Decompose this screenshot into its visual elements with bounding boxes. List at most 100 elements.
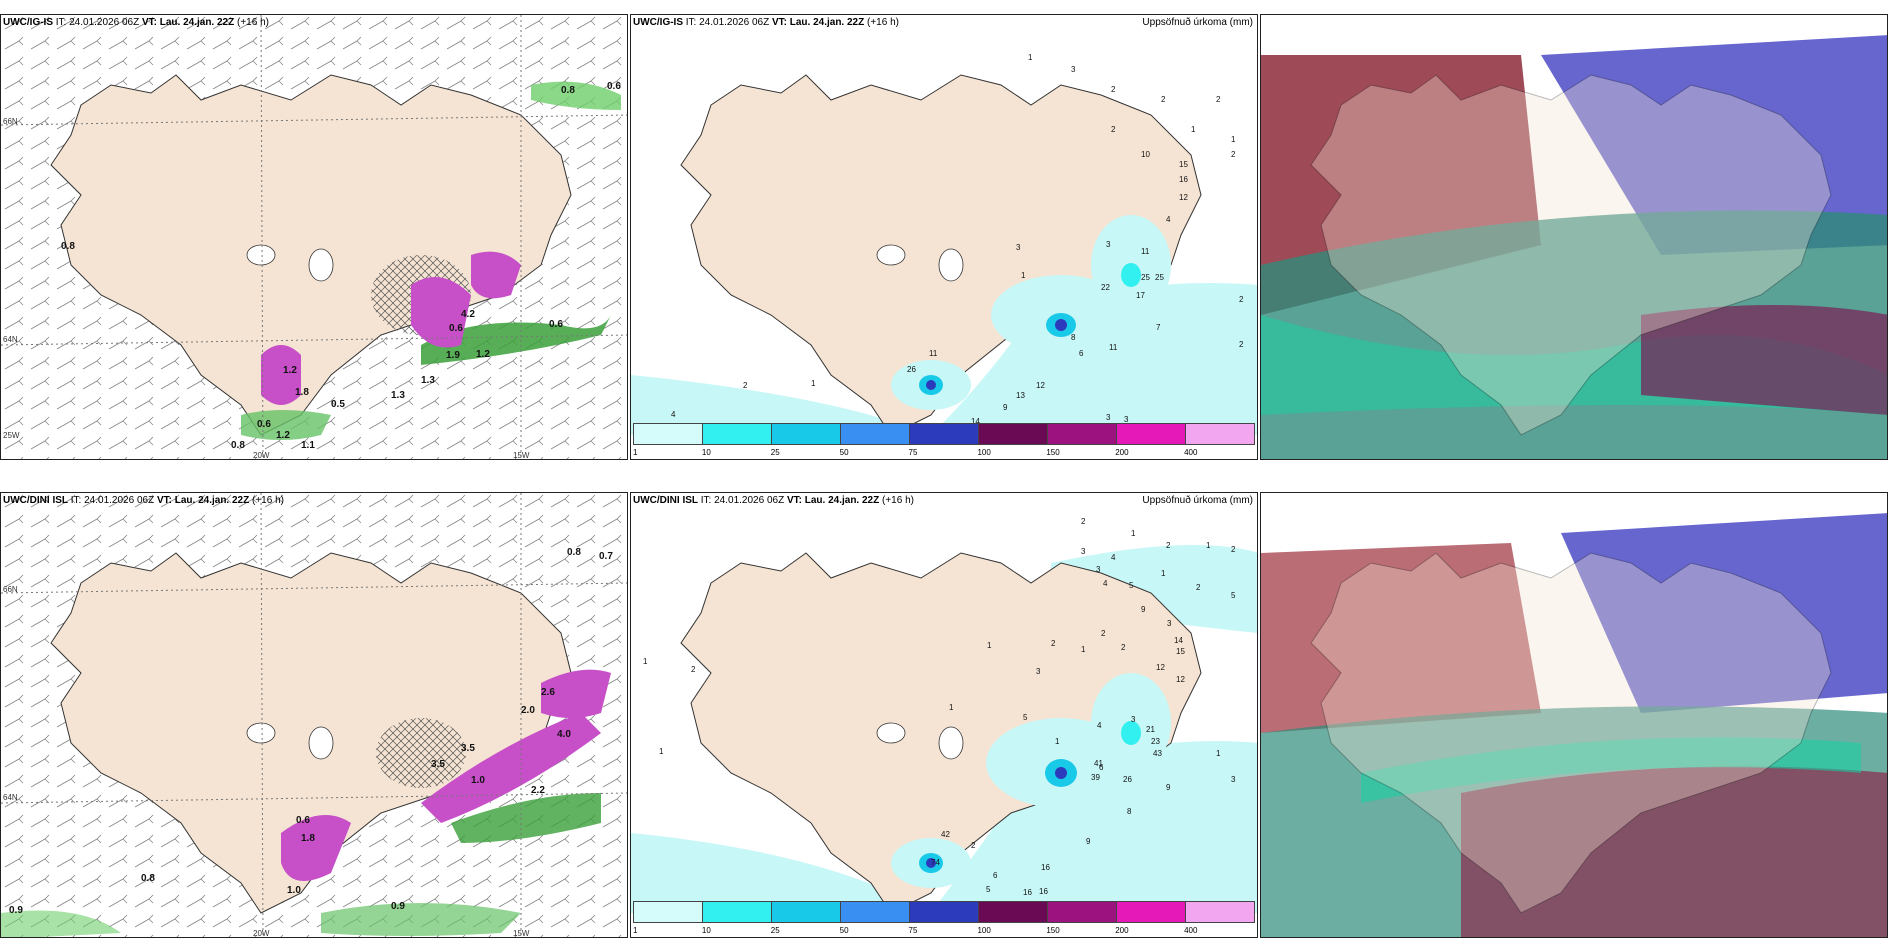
precip-value: 3: [1016, 243, 1021, 252]
precip-value: 5: [1231, 591, 1236, 600]
precip-value: 8: [1127, 807, 1132, 816]
value-label: 0.7: [599, 551, 613, 562]
value-label: 0.9: [391, 901, 405, 912]
precip-value: 3: [1106, 240, 1111, 249]
legend-swatch: [1117, 902, 1186, 922]
precip-value: 25: [1155, 273, 1164, 282]
precip-value: 8: [1071, 333, 1076, 342]
value-label: 1.2: [476, 349, 490, 360]
legend-tick: 150: [1046, 448, 1060, 457]
precip-value: 2: [1239, 340, 1244, 349]
wind-map: [1, 15, 627, 459]
precip-value: 9: [1003, 403, 1008, 412]
legend-tick: 100: [977, 448, 991, 457]
value-label: 1.3: [391, 390, 405, 401]
legend-tick: 150: [1046, 926, 1060, 935]
value-label: 0.5: [331, 399, 345, 410]
precip-value: 2: [1166, 541, 1171, 550]
legend-tick: 400: [1184, 926, 1198, 935]
precip-value: 16: [1179, 175, 1188, 184]
legend-swatch: [1186, 902, 1254, 922]
precip-legend-ticks: 1 10 25 50 75 100 150 200 400: [633, 447, 1253, 459]
value-label: 1.8: [301, 833, 315, 844]
panel-title: UWC/IG-IS IT: 24.01.2026 06Z VT: Lau. 24…: [1263, 17, 1883, 28]
precip-value: 2: [1121, 643, 1126, 652]
precip-value: 2: [1216, 95, 1221, 104]
value-label: 0.8: [567, 547, 581, 558]
value-label: 0.8: [61, 241, 75, 252]
precip-value: 5: [1129, 581, 1134, 590]
value-label: 3.5: [431, 759, 445, 770]
precip-value: 1: [987, 641, 992, 650]
precip-map: [631, 545, 1257, 914]
lat-label: 66N: [3, 585, 18, 594]
precip-value: 6: [993, 871, 998, 880]
precip-value: 4: [1097, 721, 1102, 730]
legend-swatch: [910, 424, 979, 444]
precip-value: 1: [1028, 53, 1033, 62]
precip-value: 4: [671, 410, 676, 419]
precip-value: 5: [986, 885, 991, 894]
precip-value: 10: [1141, 150, 1150, 159]
legend-tick: 200: [1115, 926, 1129, 935]
precip-value: 4: [1111, 553, 1116, 562]
precip-value: 2: [743, 381, 748, 390]
cloud-map: [1261, 493, 1887, 937]
value-label: 0.6: [607, 81, 621, 92]
value-label: 4.2: [461, 309, 475, 320]
legend-swatch: [1048, 902, 1117, 922]
lon-label: 20W: [253, 929, 270, 938]
precip-value: 2: [1101, 629, 1106, 638]
value-label: 0.8: [561, 85, 575, 96]
precip-value: 11: [1109, 343, 1118, 352]
legend-tick: 50: [839, 448, 849, 457]
precip-value: 1: [1081, 645, 1086, 654]
value-label: 0.8: [231, 440, 245, 451]
precip-value: 21: [1146, 725, 1155, 734]
precip-legend: [633, 423, 1255, 445]
legend-swatch: [772, 424, 841, 444]
precip-value: 4: [1103, 579, 1108, 588]
legend-swatch: [703, 424, 772, 444]
panel-title: UWC/DINI ISL IT: 24.01.2026 06Z VT: Lau.…: [633, 495, 1253, 506]
panel-title: UWC/DINI ISL IT: 24.01.2026 06Z VT: Lau.…: [3, 495, 284, 506]
precip-value: 1: [1055, 737, 1060, 746]
precip-value: 17: [1136, 291, 1145, 300]
precip-value: 1: [659, 747, 664, 756]
precip-value: 39: [1091, 773, 1100, 782]
value-label: 0.6: [296, 815, 310, 826]
precip-legend: [633, 901, 1255, 923]
precip-value: 1: [1206, 541, 1211, 550]
value-label: 0.6: [549, 319, 563, 330]
panel-title: UWC/IG-IS IT: 24.01.2026 06Z VT: Lau. 24…: [633, 17, 1253, 28]
precip-value: 74: [931, 858, 940, 867]
precip-value: 9: [1166, 783, 1171, 792]
legend-swatch: [910, 902, 979, 922]
precip-value: 11: [1141, 247, 1150, 256]
precip-value: 1: [1191, 125, 1196, 134]
legend-tick: 75: [908, 926, 918, 935]
cloud-map: [1261, 15, 1887, 459]
panel-wind-dini: UWC/DINI ISL IT: 24.01.2026 06Z VT: Lau.…: [0, 492, 628, 938]
precip-value: 1: [1021, 271, 1026, 280]
precip-value: 3: [1231, 775, 1236, 784]
panel-cloud-ig-is: UWC/IG-IS IT: 24.01.2026 06Z VT: Lau. 24…: [1260, 14, 1888, 460]
precip-value: 6: [1099, 763, 1104, 772]
lon-label: 15W: [513, 451, 530, 460]
lat-label: 64N: [3, 335, 18, 344]
lat-label: 64N: [3, 793, 18, 802]
legend-tick: 25: [770, 926, 780, 935]
precip-value: 26: [907, 365, 916, 374]
legend-swatch: [979, 902, 1048, 922]
precip-value: 16: [1039, 887, 1048, 896]
precip-value: 16: [1023, 888, 1032, 897]
legend-tick: 1: [633, 448, 638, 457]
legend-swatch: [634, 902, 703, 922]
precip-value: 7: [1156, 323, 1161, 332]
legend-swatch: [841, 902, 910, 922]
precip-value: 1: [1216, 749, 1221, 758]
lon-label: 20W: [253, 451, 270, 460]
panel-precip-ig-is: UWC/IG-IS IT: 24.01.2026 06Z VT: Lau. 24…: [630, 14, 1258, 460]
value-label: 1.8: [295, 387, 309, 398]
precip-value: 2: [1051, 639, 1056, 648]
